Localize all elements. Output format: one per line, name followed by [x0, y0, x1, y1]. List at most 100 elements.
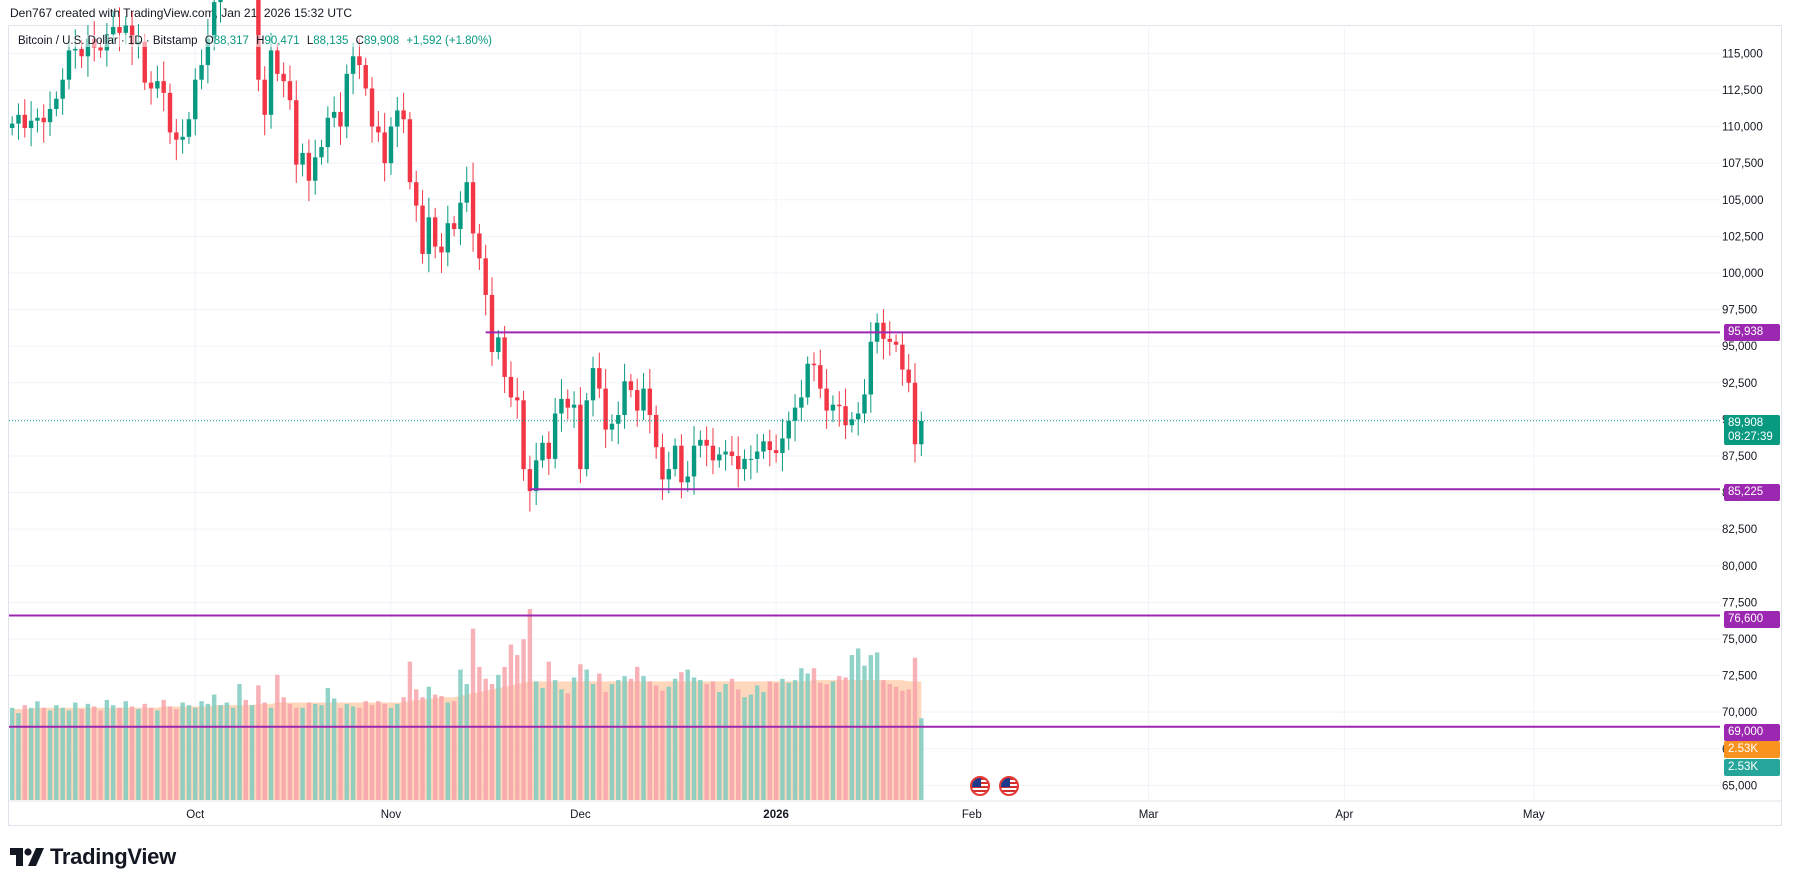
- candle: [559, 379, 564, 432]
- volume-bar: [508, 644, 514, 800]
- volume-bar: [603, 691, 608, 800]
- volume-bar: [249, 705, 255, 800]
- candle-body: [395, 110, 400, 127]
- volume-bar: [811, 668, 817, 800]
- candle: [515, 377, 520, 419]
- candle: [609, 414, 615, 442]
- chart-frame[interactable]: [8, 25, 1782, 826]
- candle-body: [527, 469, 533, 492]
- time-tick-label: Feb: [962, 809, 982, 821]
- candle: [28, 101, 34, 147]
- candle-body: [167, 92, 173, 133]
- candle: [603, 368, 608, 448]
- volume-bar: [799, 668, 804, 800]
- candle-body: [919, 420, 924, 445]
- candle: [837, 391, 842, 427]
- candle-body: [445, 223, 451, 253]
- price-tick-label: 70,000: [1722, 707, 1757, 719]
- candle: [799, 379, 804, 422]
- price-tick-label: 82,500: [1722, 524, 1757, 536]
- candle-body: [388, 126, 394, 164]
- volume-bar: [552, 680, 558, 800]
- high-label: H: [256, 35, 265, 47]
- volume-bar: [571, 677, 577, 800]
- volume-bar: [104, 699, 110, 800]
- volume-bar: [912, 657, 918, 800]
- candle-body: [533, 460, 539, 492]
- candle-body: [540, 442, 545, 461]
- candle: [432, 207, 438, 259]
- candle-body: [123, 25, 129, 33]
- candle-body: [439, 246, 444, 253]
- time-tick-label: Mar: [1139, 809, 1159, 821]
- candle-body: [685, 476, 690, 483]
- volume-bar: [470, 628, 476, 800]
- candle: [262, 66, 267, 136]
- candle: [16, 103, 21, 140]
- time-tick-label: Apr: [1335, 809, 1353, 821]
- candle-body: [761, 441, 766, 452]
- volume-bar: [489, 684, 495, 800]
- candle: [527, 455, 533, 512]
- us-flag-event-icon[interactable]: [999, 776, 1019, 796]
- volume-bar: [357, 707, 362, 800]
- chart-header-attribution: Den767 created with TradingView.com, Jan…: [10, 6, 352, 20]
- volume-bar: [477, 666, 482, 800]
- volume-bar: [325, 688, 331, 800]
- volume-bar: [685, 669, 690, 800]
- candle: [805, 356, 810, 405]
- candle-body: [155, 81, 160, 89]
- volume-bar: [919, 718, 924, 800]
- volume-bar: [129, 706, 135, 800]
- candle-body: [742, 458, 747, 470]
- candle-body: [287, 81, 293, 101]
- candle: [849, 412, 855, 433]
- candle-body: [325, 117, 331, 148]
- candle: [578, 387, 583, 484]
- candle-body: [679, 445, 684, 483]
- volume-bar: [780, 678, 785, 800]
- symbol-name[interactable]: Bitcoin / U.S. Dollar · 1D · Bitstamp: [18, 35, 198, 47]
- candle: [161, 61, 166, 112]
- candle-body: [407, 119, 413, 183]
- volume-bar: [792, 680, 798, 800]
- candle-body: [597, 368, 602, 389]
- candle: [420, 190, 425, 264]
- candle-body: [571, 404, 577, 408]
- volume-bar: [414, 689, 419, 800]
- candle: [319, 139, 324, 165]
- us-flag-event-icon[interactable]: [970, 776, 990, 796]
- candle-body: [98, 47, 103, 51]
- volume-bar: [237, 684, 242, 800]
- candle-body: [218, 0, 223, 3]
- candle-body: [736, 455, 741, 470]
- candle-body: [41, 117, 46, 123]
- candle: [496, 330, 501, 360]
- price-tick-label: 107,500: [1722, 158, 1764, 170]
- candle: [344, 64, 349, 139]
- candle-body: [628, 381, 634, 391]
- volume-bar: [546, 661, 552, 800]
- candle: [672, 438, 678, 477]
- volume-bar: [754, 685, 760, 800]
- volume-bar: [533, 681, 539, 800]
- volume-bar: [300, 707, 305, 800]
- candle-body: [552, 413, 558, 459]
- candle-body: [350, 56, 356, 74]
- volume-bar: [376, 701, 381, 800]
- candle-body: [672, 445, 678, 470]
- volume-histogram: [9, 608, 924, 800]
- volume-bar: [786, 682, 791, 800]
- price-tick-label: 105,000: [1722, 195, 1764, 207]
- candle-body: [616, 414, 621, 424]
- candle: [912, 363, 918, 463]
- candle: [294, 80, 299, 183]
- volume-bar: [773, 682, 779, 800]
- candle: [502, 325, 507, 394]
- candle-body: [186, 119, 192, 137]
- price-tick-label: 112,500: [1722, 85, 1763, 97]
- price-tick-label: 115,000: [1722, 48, 1763, 60]
- volume-bar: [344, 703, 349, 800]
- candle: [533, 442, 539, 506]
